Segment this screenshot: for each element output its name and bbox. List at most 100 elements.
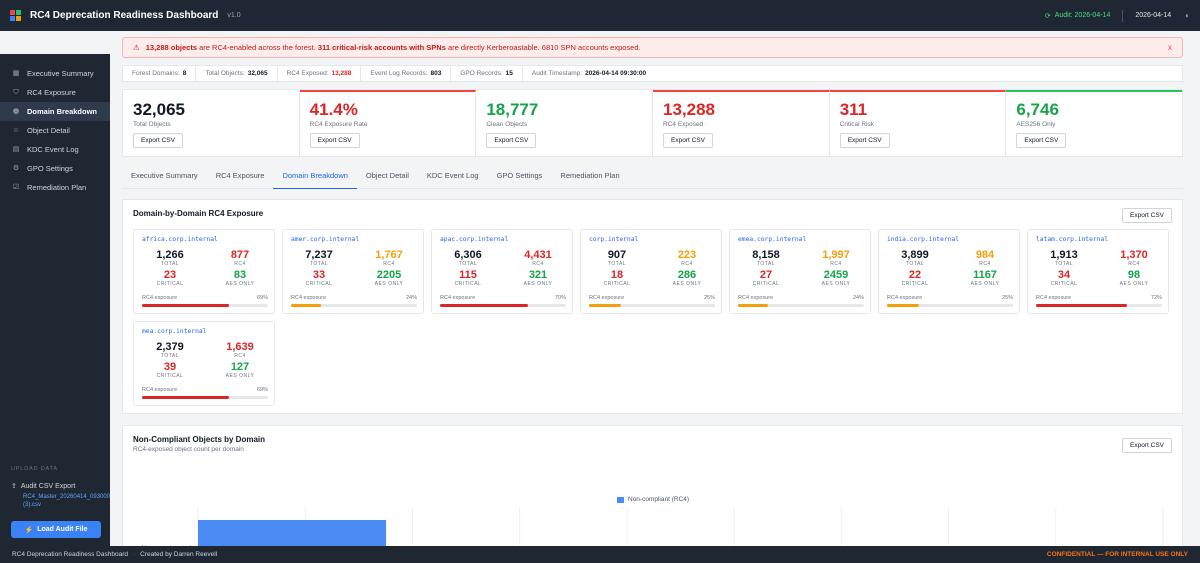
metric-aes: 321 AES ONLY — [508, 269, 568, 287]
sidebar-item-rc4-exposure[interactable]: ⛉ RC4 Exposure — [0, 83, 110, 102]
globe-icon: ◍ — [12, 107, 20, 115]
stat-label: Event Log Records: — [370, 70, 428, 77]
kpi-label: RC4 Exposed — [663, 121, 704, 128]
domain-metrics: 7,237 TOTAL 1,767 RC4 33 CRITICAL 2205 AES ONLY — [289, 249, 419, 287]
exposure-percent: 72% — [1150, 295, 1162, 301]
chart-title: Non-Compliant Objects by Domain — [133, 435, 266, 444]
metric-rc4-value: 1,997 — [822, 249, 850, 261]
exposure-bar-fill — [440, 304, 529, 307]
metric-critical: 115 CRITICAL — [438, 269, 498, 287]
logo-square — [10, 10, 15, 15]
metric-total: 1,913 TOTAL — [1034, 249, 1094, 267]
load-audit-file-button[interactable]: ⚡ Load Audit File — [11, 521, 101, 538]
exposure-bar — [887, 304, 1013, 307]
domain-card: emea.corp.internal 8,158 TOTAL 1,997 RC4 27 CR… — [729, 229, 871, 314]
metric-total: 1,266 TOTAL — [140, 249, 200, 267]
tab-object-detail[interactable]: Object Detail — [365, 171, 409, 180]
sidebar-item-label: RC4 Exposure — [27, 88, 76, 97]
tab-gpo-settings[interactable]: GPO Settings — [496, 171, 543, 180]
exposure-percent: 69% — [256, 295, 268, 301]
metric-critical: 23 CRITICAL — [140, 269, 200, 287]
export-csv-button[interactable]: Export CSV — [839, 133, 890, 148]
tab-rc4-exposure[interactable]: RC4 Exposure — [215, 171, 265, 180]
metric-aes-label: AES ONLY — [821, 281, 851, 287]
metric-critical-label: CRITICAL — [156, 281, 184, 287]
exposure-label: RC4 exposure — [589, 295, 625, 301]
metric-critical: 33 CRITICAL — [289, 269, 349, 287]
export-csv-button[interactable]: Export CSV — [663, 133, 713, 148]
export-csv-button[interactable]: Export CSV — [309, 133, 360, 148]
kpi-card: 13,288 RC4 Exposed Export CSV — [653, 90, 830, 156]
tab-domain-breakdown[interactable]: Domain Breakdown — [273, 171, 357, 189]
exposure-label: RC4 exposure — [291, 295, 327, 301]
exposure-row: RC4 exposure 69% — [142, 387, 268, 393]
kpi-row: 32,065 Total Objects Export CSV 41.4% RC4 Ex… — [122, 89, 1183, 157]
alert-text-2: are directly Kerberoastable. 6810 SPN ac… — [445, 43, 641, 52]
metric-total: 2,379 TOTAL — [140, 341, 200, 359]
domain-metrics: 1,913 TOTAL 1,370 RC4 34 CRITICAL 98 AES ONLY — [1034, 249, 1164, 287]
metric-critical-value: 34 — [1057, 269, 1071, 281]
tab-remediation-plan[interactable]: Remediation Plan — [560, 171, 620, 180]
metric-rc4-label: RC4 — [830, 261, 842, 267]
stat-value: 803 — [430, 70, 442, 77]
sidebar-item-gpo-settings[interactable]: ⚙ GPO Settings — [0, 159, 110, 178]
tab-executive-summary[interactable]: Executive Summary — [131, 171, 198, 180]
top-bar: RC4 Deprecation Readiness Dashboard v1.0… — [0, 0, 1200, 31]
metric-total-value: 2,379 — [156, 341, 184, 353]
metric-aes-label: AES ONLY — [672, 281, 702, 287]
metric-total: 3,899 TOTAL — [885, 249, 945, 267]
sidebar-item-remediation-plan[interactable]: ☑ Remediation Plan — [0, 178, 110, 197]
chart-bar[interactable] — [198, 520, 387, 551]
metric-rc4-label: RC4 — [1128, 261, 1140, 267]
metric-critical: 34 CRITICAL — [1034, 269, 1094, 287]
csv-file-name[interactable]: RC4_Master_20260414_093000 (3).csv — [23, 494, 111, 508]
export-csv-button[interactable]: Export CSV — [1122, 208, 1172, 223]
metric-critical: 27 CRITICAL — [736, 269, 796, 287]
alert-count: 13,288 objects — [145, 43, 198, 52]
exposure-percent: 69% — [256, 387, 268, 393]
sidebar-item-object-detail[interactable]: ☺ Object Detail — [0, 121, 110, 140]
metric-total-label: TOTAL — [1054, 261, 1074, 267]
metric-total-value: 907 — [607, 249, 627, 261]
warning-icon: ⚠ — [133, 43, 140, 52]
metric-total: 7,237 TOTAL — [289, 249, 349, 267]
exposure-bar — [142, 396, 268, 399]
stat-label: Forest Domains: — [132, 70, 180, 77]
sidebar-item-kdc-event-log[interactable]: ▤ KDC Event Log — [0, 140, 110, 159]
metric-total-label: TOTAL — [756, 261, 776, 267]
exposure-percent: 25% — [703, 295, 715, 301]
logo-square — [16, 10, 21, 15]
confidential-notice: CONFIDENTIAL — FOR INTERNAL USE ONLY — [1046, 551, 1188, 558]
kpi-value: 13,288 — [663, 100, 716, 119]
export-csv-button[interactable]: Export CSV — [1016, 133, 1067, 148]
export-csv-button[interactable]: Export CSV — [1122, 438, 1172, 453]
exposure-label: RC4 exposure — [142, 387, 178, 393]
stat-item: Total Objects: 32,065 — [196, 66, 278, 81]
metric-aes-value: 2205 — [376, 269, 402, 281]
stat-item: RC4 Exposed: 13,288 — [278, 66, 362, 81]
sidebar-item-domain-breakdown[interactable]: ◍ Domain Breakdown — [0, 102, 110, 121]
exposure-bar — [738, 304, 864, 307]
sidebar-item-label: Object Detail — [27, 126, 70, 135]
exposure-row: RC4 exposure 25% — [887, 295, 1013, 301]
metric-critical-label: CRITICAL — [305, 281, 333, 287]
metric-critical-label: CRITICAL — [1050, 281, 1078, 287]
close-icon[interactable]: x — [1168, 43, 1172, 52]
kpi-card: 311 Critical Risk Export CSV — [829, 90, 1007, 156]
theme-toggle-icon[interactable]: ◐ — [1185, 11, 1190, 20]
metric-critical-label: CRITICAL — [603, 281, 631, 287]
metric-aes-value: 2459 — [823, 269, 849, 281]
export-csv-button[interactable]: Export CSV — [486, 133, 537, 148]
sidebar-item-executive-summary[interactable]: ▦ Executive Summary — [0, 64, 110, 83]
checklist-icon: ☑ — [12, 183, 20, 191]
stat-item: GPO Records: 15 — [451, 66, 523, 81]
metric-critical-value: 115 — [459, 269, 477, 281]
tab-kdc-event-log[interactable]: KDC Event Log — [426, 171, 479, 180]
metric-total-value: 3,899 — [901, 249, 929, 261]
stat-label: GPO Records: — [460, 70, 503, 77]
export-csv-button[interactable]: Export CSV — [133, 133, 183, 148]
sidebar-item-label: GPO Settings — [27, 164, 73, 173]
metric-total-label: TOTAL — [309, 261, 329, 267]
domain-card: mea.corp.internal 2,379 TOTAL 1,639 RC4 39 CRI… — [133, 321, 275, 406]
gear-icon: ⚙ — [12, 164, 20, 172]
